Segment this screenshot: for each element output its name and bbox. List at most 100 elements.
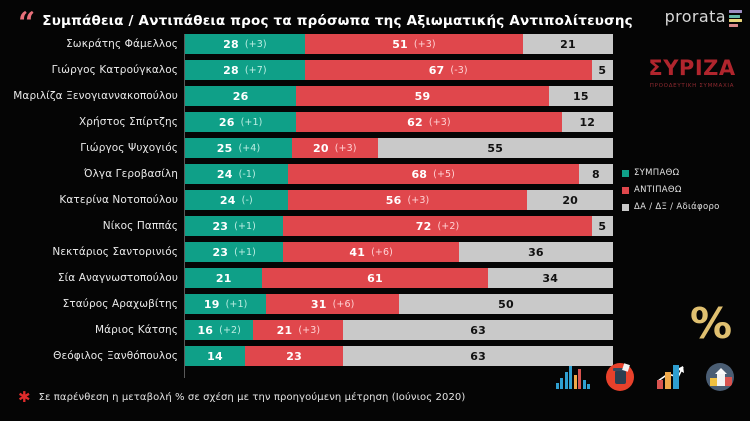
segment-neutral-value: 34 [542, 271, 559, 285]
segment-sympathy-change: (+1) [240, 116, 263, 128]
segment-antipathy-value: 51 [392, 37, 408, 51]
stacked-bar-chart: Σωκράτης Φάμελλος 28 (+3) 51 (+3) 21 Γιώργος Κ… [0, 34, 620, 378]
segment-sympathy: 19 (+1) [185, 294, 267, 314]
segment-antipathy-change: (+5) [433, 168, 455, 180]
segment-sympathy-change: (+1) [234, 220, 256, 232]
chart-bar-track: 24 (-) 56 (+3) 20 [185, 190, 613, 210]
segment-sympathy-change: (+4) [238, 142, 261, 154]
segment-antipathy: 23 [244, 346, 344, 366]
segment-sympathy-value: 28 [223, 63, 239, 77]
segment-antipathy: 72 (+2) [283, 216, 592, 236]
segment-antipathy-change: (+3) [407, 194, 430, 206]
segment-neutral-value: 50 [498, 297, 514, 311]
segment-sympathy-value: 19 [203, 297, 220, 311]
chart-row: Όλγα Γεροβασίλη 24 (-1) 68 (+5) 8 [0, 164, 620, 184]
segment-antipathy-change: (+6) [371, 246, 393, 258]
buildings-icon [706, 363, 740, 393]
chart-row: Σταύρος Αραχωβίτης 19 (+1) 31 (+6) 50 [0, 294, 620, 314]
segment-neutral-value: 21 [560, 37, 576, 51]
segment-antipathy-change: (+3) [428, 116, 451, 128]
chart-legend: ΣΥΜΠΑΘΩ ΑΝΤΙΠΑΘΩ ΔΑ / ΔΞ / Αδιάφορο [622, 168, 720, 212]
segment-sympathy-value: 14 [207, 349, 223, 363]
segment-antipathy: 41 (+6) [283, 242, 459, 262]
segment-sympathy: 26 [185, 86, 297, 106]
party-logo-subtitle: ΠΡΟΟΔΕΥΤΙΚΗ ΣΥΜΜΑΧΙΑ [649, 83, 735, 89]
footnote: ✱ Σε παρένθεση η μεταβολή % σε σχέση με … [18, 390, 465, 405]
chart-row: Θεόφιλος Ξανθόπουλος 14 23 63 [0, 346, 620, 366]
segment-sympathy-value: 25 [216, 141, 233, 155]
chart-row: Μαριλίζα Ξενογιαννακοπούλου 26 59 15 [0, 86, 620, 106]
segment-sympathy: 14 [185, 346, 245, 366]
ballot-box-icon [606, 362, 640, 393]
bar-chart-icon [556, 363, 590, 393]
segment-antipathy-value: 20 [313, 141, 329, 155]
segment-antipathy-value: 59 [414, 89, 431, 103]
chart-bar-track: 24 (-1) 68 (+5) 8 [185, 164, 613, 184]
segment-antipathy: 68 (+5) [287, 164, 579, 184]
segment-antipathy-change: (-3) [450, 64, 468, 76]
segment-sympathy: 25 (+4) [185, 138, 292, 158]
segment-neutral-value: 5 [598, 219, 607, 233]
chart-row-label: Μάριος Κάτσης [94, 324, 178, 336]
segment-antipathy-value: 56 [385, 193, 402, 207]
segment-sympathy: 24 (-) [185, 190, 288, 210]
segment-neutral: 20 [527, 190, 613, 210]
segment-neutral: 5 [591, 216, 613, 236]
segment-sympathy-change: (+1) [225, 298, 248, 310]
footnote-text: Σε παρένθεση η μεταβολή % σε σχέση με τη… [38, 392, 466, 403]
segment-sympathy: 24 (-1) [185, 164, 288, 184]
segment-antipathy: 56 (+3) [287, 190, 528, 210]
chart-row-label: Θεόφιλος Ξανθόπουλος [53, 350, 178, 362]
legend-item: ΑΝΤΙΠΑΘΩ [622, 185, 720, 195]
segment-antipathy: 59 [296, 86, 549, 106]
segment-antipathy: 51 (+3) [304, 34, 524, 54]
segment-neutral: 15 [548, 86, 613, 106]
segment-neutral: 50 [398, 294, 613, 314]
segment-neutral: 63 [343, 346, 613, 366]
segment-sympathy-value: 16 [197, 323, 214, 337]
chart-bar-track: 14 23 63 [185, 346, 613, 366]
segment-sympathy-value: 21 [215, 271, 232, 285]
segment-neutral-value: 5 [598, 63, 607, 77]
segment-neutral: 63 [343, 320, 613, 340]
segment-antipathy-value: 31 [310, 297, 327, 311]
segment-neutral: 34 [487, 268, 614, 288]
segment-neutral-value: 63 [470, 349, 487, 363]
icon-strip [556, 362, 740, 393]
legend-label: ΑΝΤΙΠΑΘΩ [634, 185, 682, 195]
chart-bar-track: 26 59 15 [185, 86, 613, 106]
segment-neutral-value: 63 [470, 323, 487, 337]
segment-sympathy: 28 (+7) [185, 60, 305, 80]
prorata-logo: prorata [664, 7, 742, 27]
legend-label: ΔΑ / ΔΞ / Αδιάφορο [634, 202, 720, 212]
legend-swatch-icon [622, 169, 629, 177]
chart-row-label: Όλγα Γεροβασίλη [83, 168, 178, 180]
segment-antipathy-value: 23 [286, 349, 302, 363]
segment-antipathy: 31 (+6) [266, 294, 399, 314]
prorata-wordmark: prorata [664, 7, 726, 27]
segment-antipathy: 62 (+3) [296, 112, 562, 132]
legend-swatch-icon [622, 186, 629, 194]
chart-axis [184, 34, 185, 378]
chart-bar-track: 23 (+1) 41 (+6) 36 [185, 242, 613, 262]
chart-row: Γιώργος Ψυχογιός 25 (+4) 20 (+3) 55 [0, 138, 620, 158]
chart-row-label: Κατερίνα Νοτοπούλου [59, 194, 178, 206]
segment-neutral: 5 [591, 60, 613, 80]
party-logo: ΣΥΡΙΖΑ ΠΡΟΟΔΕΥΤΙΚΗ ΣΥΜΜΑΧΙΑ [640, 58, 744, 90]
legend-item: ΔΑ / ΔΞ / Αδιάφορο [622, 202, 720, 212]
segment-antipathy-change: (+3) [334, 142, 357, 154]
segment-neutral: 36 [458, 242, 613, 262]
segment-neutral-value: 36 [528, 245, 544, 259]
segment-sympathy-change: (-) [241, 194, 253, 206]
segment-neutral-value: 55 [487, 141, 504, 155]
chart-bar-track: 19 (+1) 31 (+6) 50 [185, 294, 613, 314]
segment-neutral: 8 [578, 164, 613, 184]
segment-sympathy-value: 26 [218, 115, 235, 129]
segment-antipathy-change: (+6) [332, 298, 355, 310]
segment-sympathy-value: 28 [223, 37, 239, 51]
segment-neutral-value: 20 [562, 193, 579, 207]
segment-antipathy: 67 (-3) [304, 60, 592, 80]
segment-antipathy: 20 (+3) [292, 138, 378, 158]
segment-antipathy-change: (+3) [298, 324, 321, 336]
